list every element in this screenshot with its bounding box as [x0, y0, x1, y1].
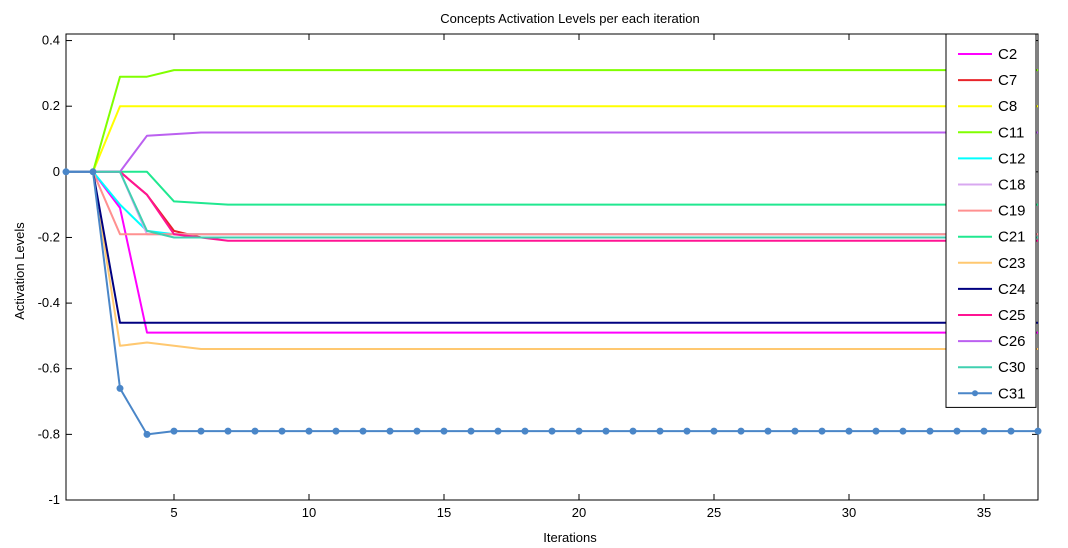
y-tick-label: 0.4 [42, 33, 60, 48]
y-tick-label: -0.8 [38, 426, 60, 441]
series-point-c31 [467, 427, 475, 435]
series-point-c31 [89, 168, 97, 176]
series-point-c31 [251, 427, 259, 435]
legend-label-c12: C12 [998, 150, 1026, 167]
series-point-c31 [332, 427, 340, 435]
series-point-c31 [278, 427, 286, 435]
y-tick-label: 0 [53, 164, 60, 179]
series-point-c31 [629, 427, 637, 435]
x-tick-label: 25 [707, 505, 721, 520]
series-point-c31 [791, 427, 799, 435]
series-point-c31 [386, 427, 394, 435]
series-point-c31 [440, 427, 448, 435]
series-point-c31 [143, 430, 151, 438]
series-point-c31 [818, 427, 826, 435]
legend-label-c8: C8 [998, 98, 1017, 115]
x-tick-label: 30 [842, 505, 856, 520]
y-axis-label: Activation Levels [12, 222, 27, 320]
plot-area: 5 10 15 20 25 30 35 0.4 0.2 0 -0.2 -0.4 -0.6 -0.8 -1 [38, 33, 1042, 520]
legend-label-c7: C7 [998, 72, 1017, 89]
legend-label-c18: C18 [998, 177, 1026, 194]
legend-label-c26: C26 [998, 333, 1026, 350]
x-tick-label: 5 [170, 505, 177, 520]
legend-label-c25: C25 [998, 307, 1026, 324]
series-point-c31 [224, 427, 232, 435]
series-point-c31 [413, 427, 421, 435]
y-tick-label: -1 [48, 492, 60, 507]
series-point-c31 [305, 427, 313, 435]
y-tick-label: -0.6 [38, 361, 60, 376]
series-point-c31 [62, 168, 70, 176]
series-point-c31 [764, 427, 772, 435]
series-point-c31 [872, 427, 880, 435]
series-point-c31 [899, 427, 907, 435]
legend-box [945, 33, 1037, 408]
legend-label-c31: C31 [998, 385, 1026, 402]
legend-label-c2: C2 [998, 46, 1017, 63]
series-point-c31 [494, 427, 502, 435]
x-tick-label: 15 [437, 505, 451, 520]
series-point-c31 [116, 384, 124, 392]
legend-label-c23: C23 [998, 255, 1026, 272]
legend-label-c24: C24 [998, 281, 1026, 298]
series-point-c31 [170, 427, 178, 435]
legend-label-c11: C11 [998, 124, 1024, 141]
series-point-c31 [1007, 427, 1015, 435]
series-point-c31 [1034, 427, 1042, 435]
y-tick-label: -0.4 [38, 295, 60, 310]
series-point-c31 [359, 427, 367, 435]
x-tick-label: 35 [977, 505, 991, 520]
series-point-c31 [656, 427, 664, 435]
series-point-c31 [683, 427, 691, 435]
y-tick-label: 0.2 [42, 98, 60, 113]
axes-frame [65, 33, 1039, 501]
series-point-c31 [737, 427, 745, 435]
x-tick-label: 20 [572, 505, 586, 520]
x-tick-label: 10 [302, 505, 316, 520]
series-point-c31 [710, 427, 718, 435]
legend-label-c21: C21 [998, 229, 1026, 246]
series-point-c31 [602, 427, 610, 435]
legend-label-c19: C19 [998, 203, 1026, 220]
series-point-c31 [926, 427, 934, 435]
y-tick-label: -0.2 [38, 229, 60, 244]
legend-marker-c31 [972, 390, 978, 397]
series-point-c31 [548, 427, 556, 435]
series-point-c31 [953, 427, 961, 435]
legend-label-c30: C30 [998, 359, 1026, 376]
x-axis-label: Iterations [543, 530, 597, 545]
series-point-c31 [980, 427, 988, 435]
series-point-c31 [845, 427, 853, 435]
legend: C2 C7 C8 C11 C12 C18 C19 C21 C23 C24 C25 C26 C30 C31 [945, 33, 1037, 408]
chart-title: Concepts Activation Levels per each iter… [440, 11, 699, 26]
series-point-c31 [575, 427, 583, 435]
series-point-c31 [197, 427, 205, 435]
series-point-c31 [521, 427, 529, 435]
